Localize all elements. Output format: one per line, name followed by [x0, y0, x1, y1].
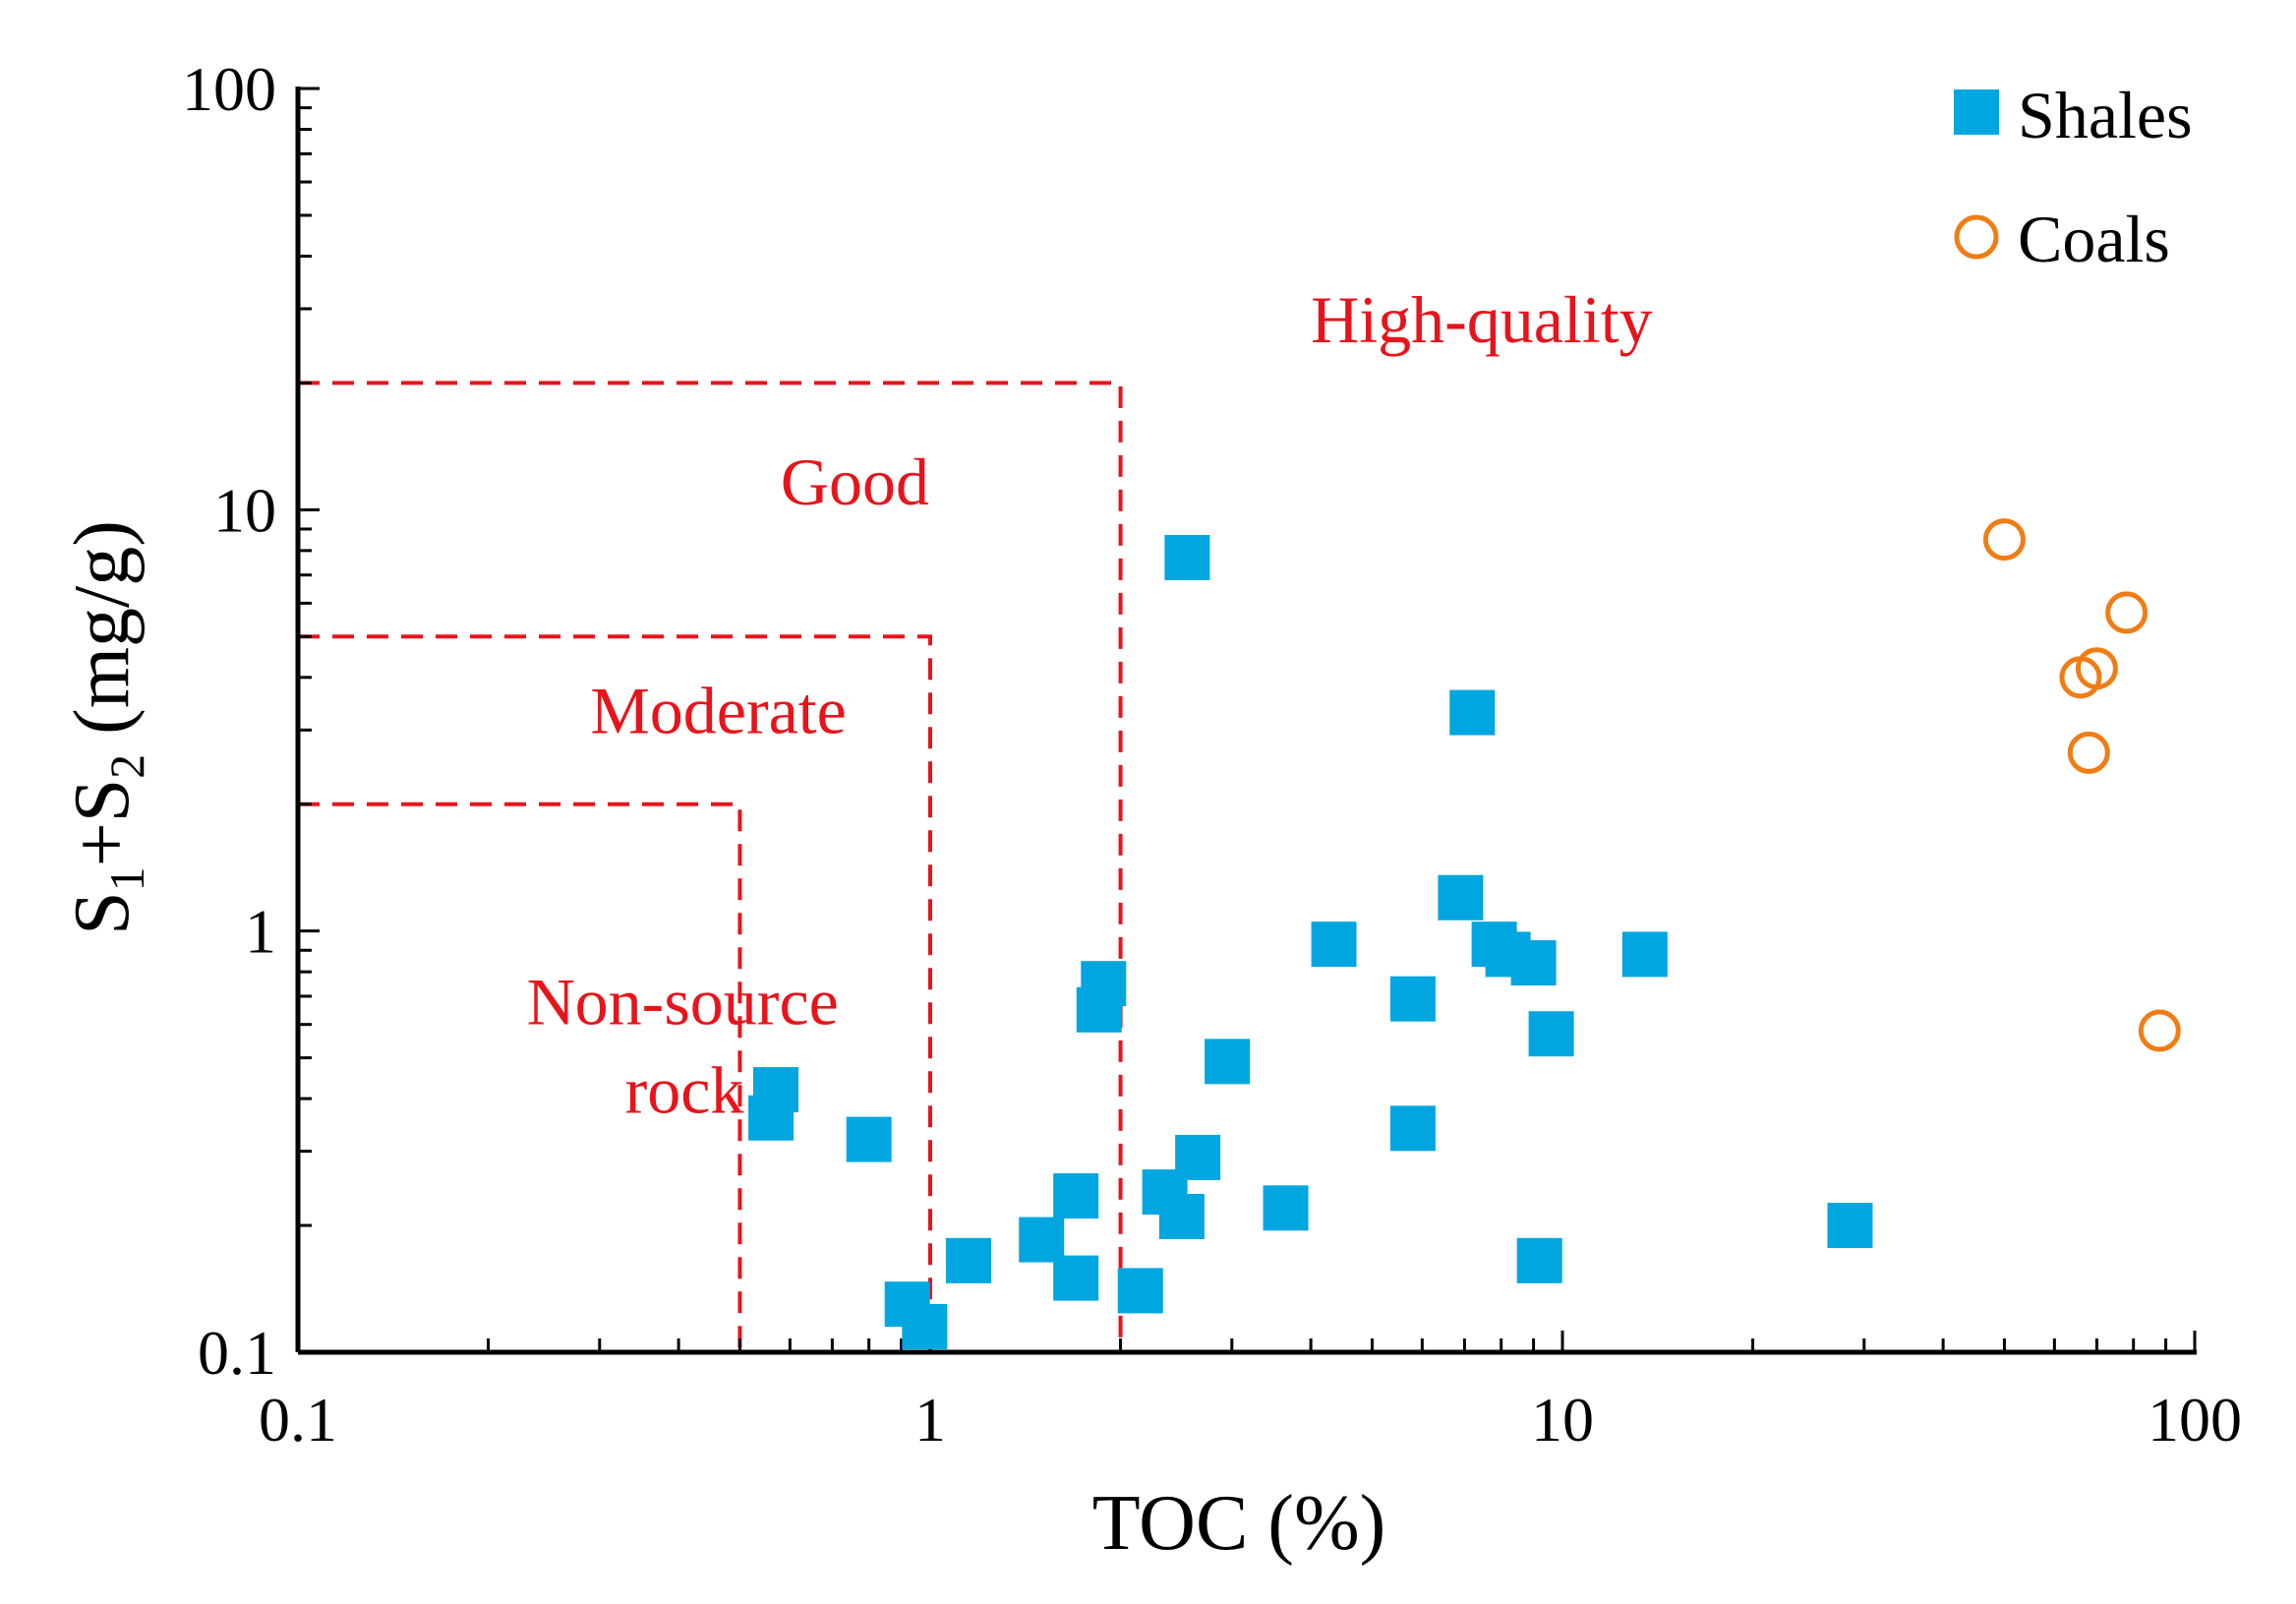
legend-marker-coals	[1954, 214, 1999, 260]
shales-point-20	[1389, 1105, 1436, 1152]
shales-point-7	[1053, 1255, 1099, 1301]
legend-label-shales: Shales	[2018, 78, 2193, 152]
shales-point-1	[753, 1067, 799, 1113]
shales-point-28	[1621, 931, 1668, 978]
ticks-layer: 0.1 1 10 100 0.1 1 10 100	[182, 54, 2242, 1455]
shales-point-26	[1516, 1237, 1562, 1283]
coals-point-0	[1982, 518, 2026, 562]
legend: Shales Coals	[1954, 78, 2193, 276]
zone-boundary-2	[298, 634, 932, 1352]
shales-point-29	[1827, 1203, 1873, 1249]
zone-label-2: Moderate	[590, 673, 847, 747]
zone-label-3: Non-source	[527, 965, 839, 1040]
legend-label-coals: Coals	[2018, 202, 2170, 276]
shales-point-14	[1175, 1134, 1221, 1180]
zone-label-1: Good	[781, 445, 929, 519]
shales-point-11	[1117, 1268, 1163, 1314]
x-tick-label-3: 100	[2148, 1385, 2242, 1455]
shales-point-18	[1311, 921, 1357, 968]
y-axis-title-sub1: 1	[99, 866, 154, 891]
x-tick-label-1: 1	[914, 1385, 946, 1455]
shales-point-8	[1053, 1173, 1099, 1219]
coals-point-2	[2067, 731, 2110, 774]
zone-boundary-3	[298, 802, 742, 1352]
x-axis-title: TOC (%)	[1092, 1480, 1385, 1567]
shales-point-25	[1510, 940, 1557, 986]
legend-marker-shales	[1954, 89, 1999, 135]
coals-point-4	[2105, 591, 2149, 634]
shales-point-16	[1205, 1039, 1251, 1085]
shales-point-22	[1449, 689, 1496, 736]
zone-label-0: High-quality	[1311, 282, 1653, 357]
shales-point-4	[902, 1304, 948, 1350]
y-axis-title-sub2: 2	[99, 754, 154, 779]
points-layer	[748, 518, 2181, 1350]
y-axis-title: S1+S2 (mg/g)	[59, 520, 154, 935]
shales-point-27	[1528, 1011, 1574, 1057]
zones-layer: High-quality Good Moderate Non-source rock	[298, 282, 1653, 1352]
y-tick-label-3: 100	[182, 54, 276, 124]
y-tick-label-0: 0.1	[198, 1318, 276, 1388]
y-axis-title-suffix: (mg/g)	[59, 520, 146, 754]
shales-point-19	[1389, 976, 1436, 1022]
zone-label-3-line2: rock	[625, 1053, 744, 1128]
shales-point-15	[1164, 534, 1210, 580]
coals-point-5	[2138, 1009, 2181, 1052]
y-axis-title-plus: +S	[59, 779, 146, 867]
shales-point-17	[1263, 1185, 1309, 1231]
shales-point-5	[946, 1237, 992, 1283]
coals-point-3	[2075, 647, 2118, 690]
shales-point-21	[1438, 874, 1484, 921]
x-tick-label-0: 0.1	[259, 1385, 337, 1455]
y-tick-label-2: 10	[213, 475, 276, 545]
shales-point-6	[1019, 1217, 1065, 1263]
shales-point-10	[1081, 961, 1127, 1007]
shales-point-13	[1158, 1193, 1205, 1239]
shales-point-2	[846, 1116, 892, 1162]
y-axis-title-prefix: S	[59, 891, 146, 935]
x-tick-label-2: 10	[1531, 1385, 1594, 1455]
y-tick-label-1: 1	[245, 897, 276, 967]
zone-boundary-1	[298, 381, 1123, 1352]
axes-layer	[295, 87, 2197, 1355]
